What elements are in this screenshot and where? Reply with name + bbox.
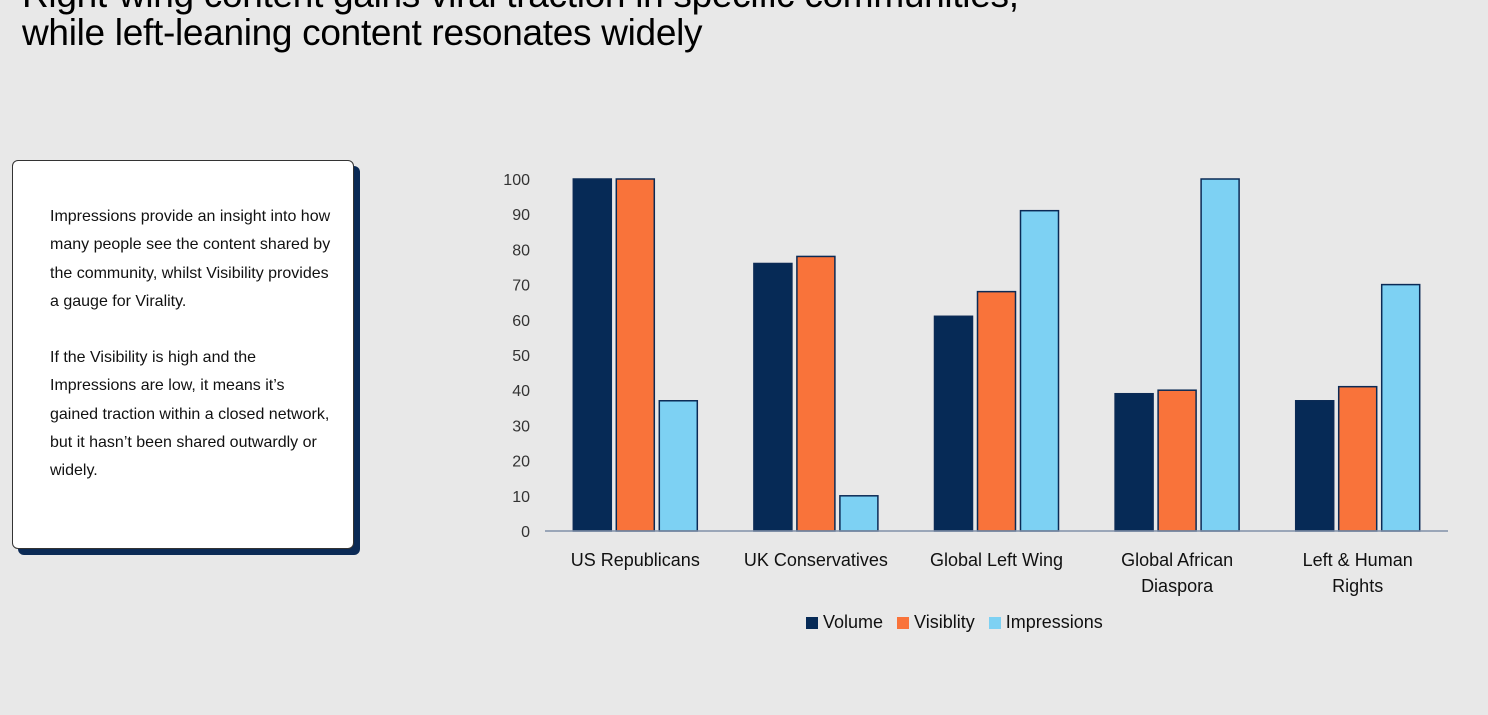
y-tick-label: 0 [521, 524, 530, 541]
y-tick-label: 70 [512, 278, 530, 295]
page-title: Right-wing content gains viral traction … [22, 0, 1019, 52]
y-tick-label: 30 [512, 418, 530, 435]
note-card: Impressions provide an insight into how … [12, 160, 354, 549]
bar-impressions [839, 495, 879, 532]
bar-impressions [658, 400, 699, 532]
y-tick-label: 80 [512, 242, 530, 259]
note-paragraph-2: If the Visibility is high and the Impres… [50, 349, 330, 480]
bar-impressions [1380, 283, 1421, 532]
bar-visiblity [976, 290, 1017, 532]
y-tick-label: 40 [512, 383, 530, 400]
y-tick-label: 100 [503, 172, 530, 189]
x-tick-label: Global African [1121, 550, 1233, 570]
bar-visiblity [615, 178, 656, 532]
legend-swatch [988, 616, 1001, 629]
y-tick-label: 10 [512, 489, 530, 506]
legend-label: Visiblity [914, 612, 975, 632]
y-tick-label: 50 [512, 348, 530, 365]
y-tick-label: 20 [512, 454, 530, 471]
x-tick-label: Global Left Wing [930, 550, 1063, 570]
bar-impressions [1019, 209, 1060, 532]
x-tick-label: Left & Human [1303, 550, 1413, 570]
note-paragraph-1: Impressions provide an insight into how … [50, 208, 331, 310]
bar-impressions [1200, 178, 1240, 532]
bar-visiblity [1337, 385, 1378, 532]
legend-label: Impressions [1005, 612, 1103, 632]
y-tick-label: 90 [512, 207, 530, 224]
x-tick-label: Rights [1332, 576, 1383, 596]
bar-volume [1294, 400, 1335, 532]
bar-volume [572, 178, 613, 532]
y-tick-label: 60 [512, 313, 530, 330]
legend-swatch [897, 616, 910, 629]
legend-swatch [806, 616, 818, 629]
x-tick-label: UK Conservatives [744, 550, 888, 570]
bar-visiblity [1157, 389, 1197, 532]
chart-legend: Volume Visiblity Impressions [806, 612, 1103, 633]
legend-label: Volume [823, 612, 884, 632]
legend-item: Volume [806, 612, 883, 633]
bar-volume [753, 262, 793, 532]
x-tick-label: US Republicans [571, 550, 700, 570]
bar-volume [1114, 392, 1154, 532]
title-line-1: Right-wing content gains viral traction … [22, 0, 1019, 15]
bar-visiblity [796, 255, 836, 532]
legend-item: Impressions [988, 612, 1103, 633]
x-tick-label: Diaspora [1141, 576, 1214, 596]
title-line-2: while left-leaning content resonates wid… [22, 12, 703, 53]
legend-item: Visiblity [897, 612, 975, 633]
bar-volume [933, 315, 974, 532]
